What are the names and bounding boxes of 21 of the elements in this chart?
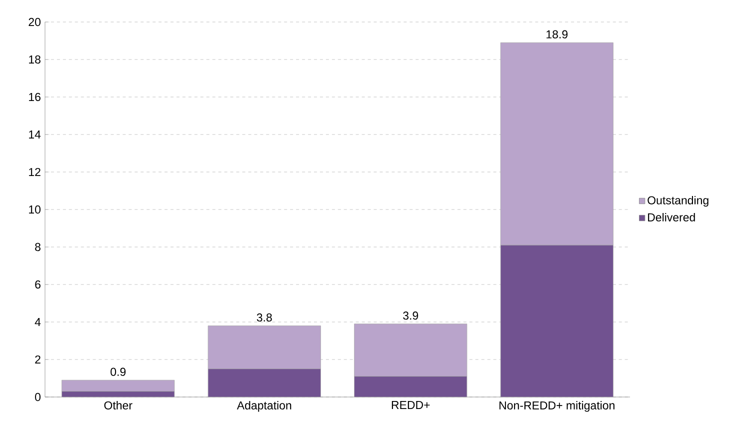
x-tick-label: Adaptation [236,401,292,412]
total-label: 0.9 [110,368,126,376]
x-tick-label: Non-REDD+ mitigation [499,401,614,412]
y-tick-label: 8 [35,242,40,252]
x-tick-label: Other [104,401,132,410]
legend-label: Outstanding [648,196,708,207]
total-label: 3.9 [403,312,418,320]
legend-label: Delivered [648,212,695,222]
y-tick-label: 18 [29,55,40,64]
y-tick-label: 4 [34,318,41,326]
y-tick-label: 0 [35,392,41,402]
y-tick-label: 14 [29,130,41,138]
y-tick-label: 2 [35,355,40,364]
y-tick-label: 6 [35,280,40,289]
y-tick-label: 20 [28,18,41,26]
y-tick-label: 12 [29,168,40,176]
x-tick-label: REDD+ [392,401,430,409]
total-label: 3.8 [256,313,272,322]
y-tick-label: 16 [29,92,40,102]
total-label: 18.9 [546,30,568,38]
y-tick-label: 10 [29,205,41,214]
